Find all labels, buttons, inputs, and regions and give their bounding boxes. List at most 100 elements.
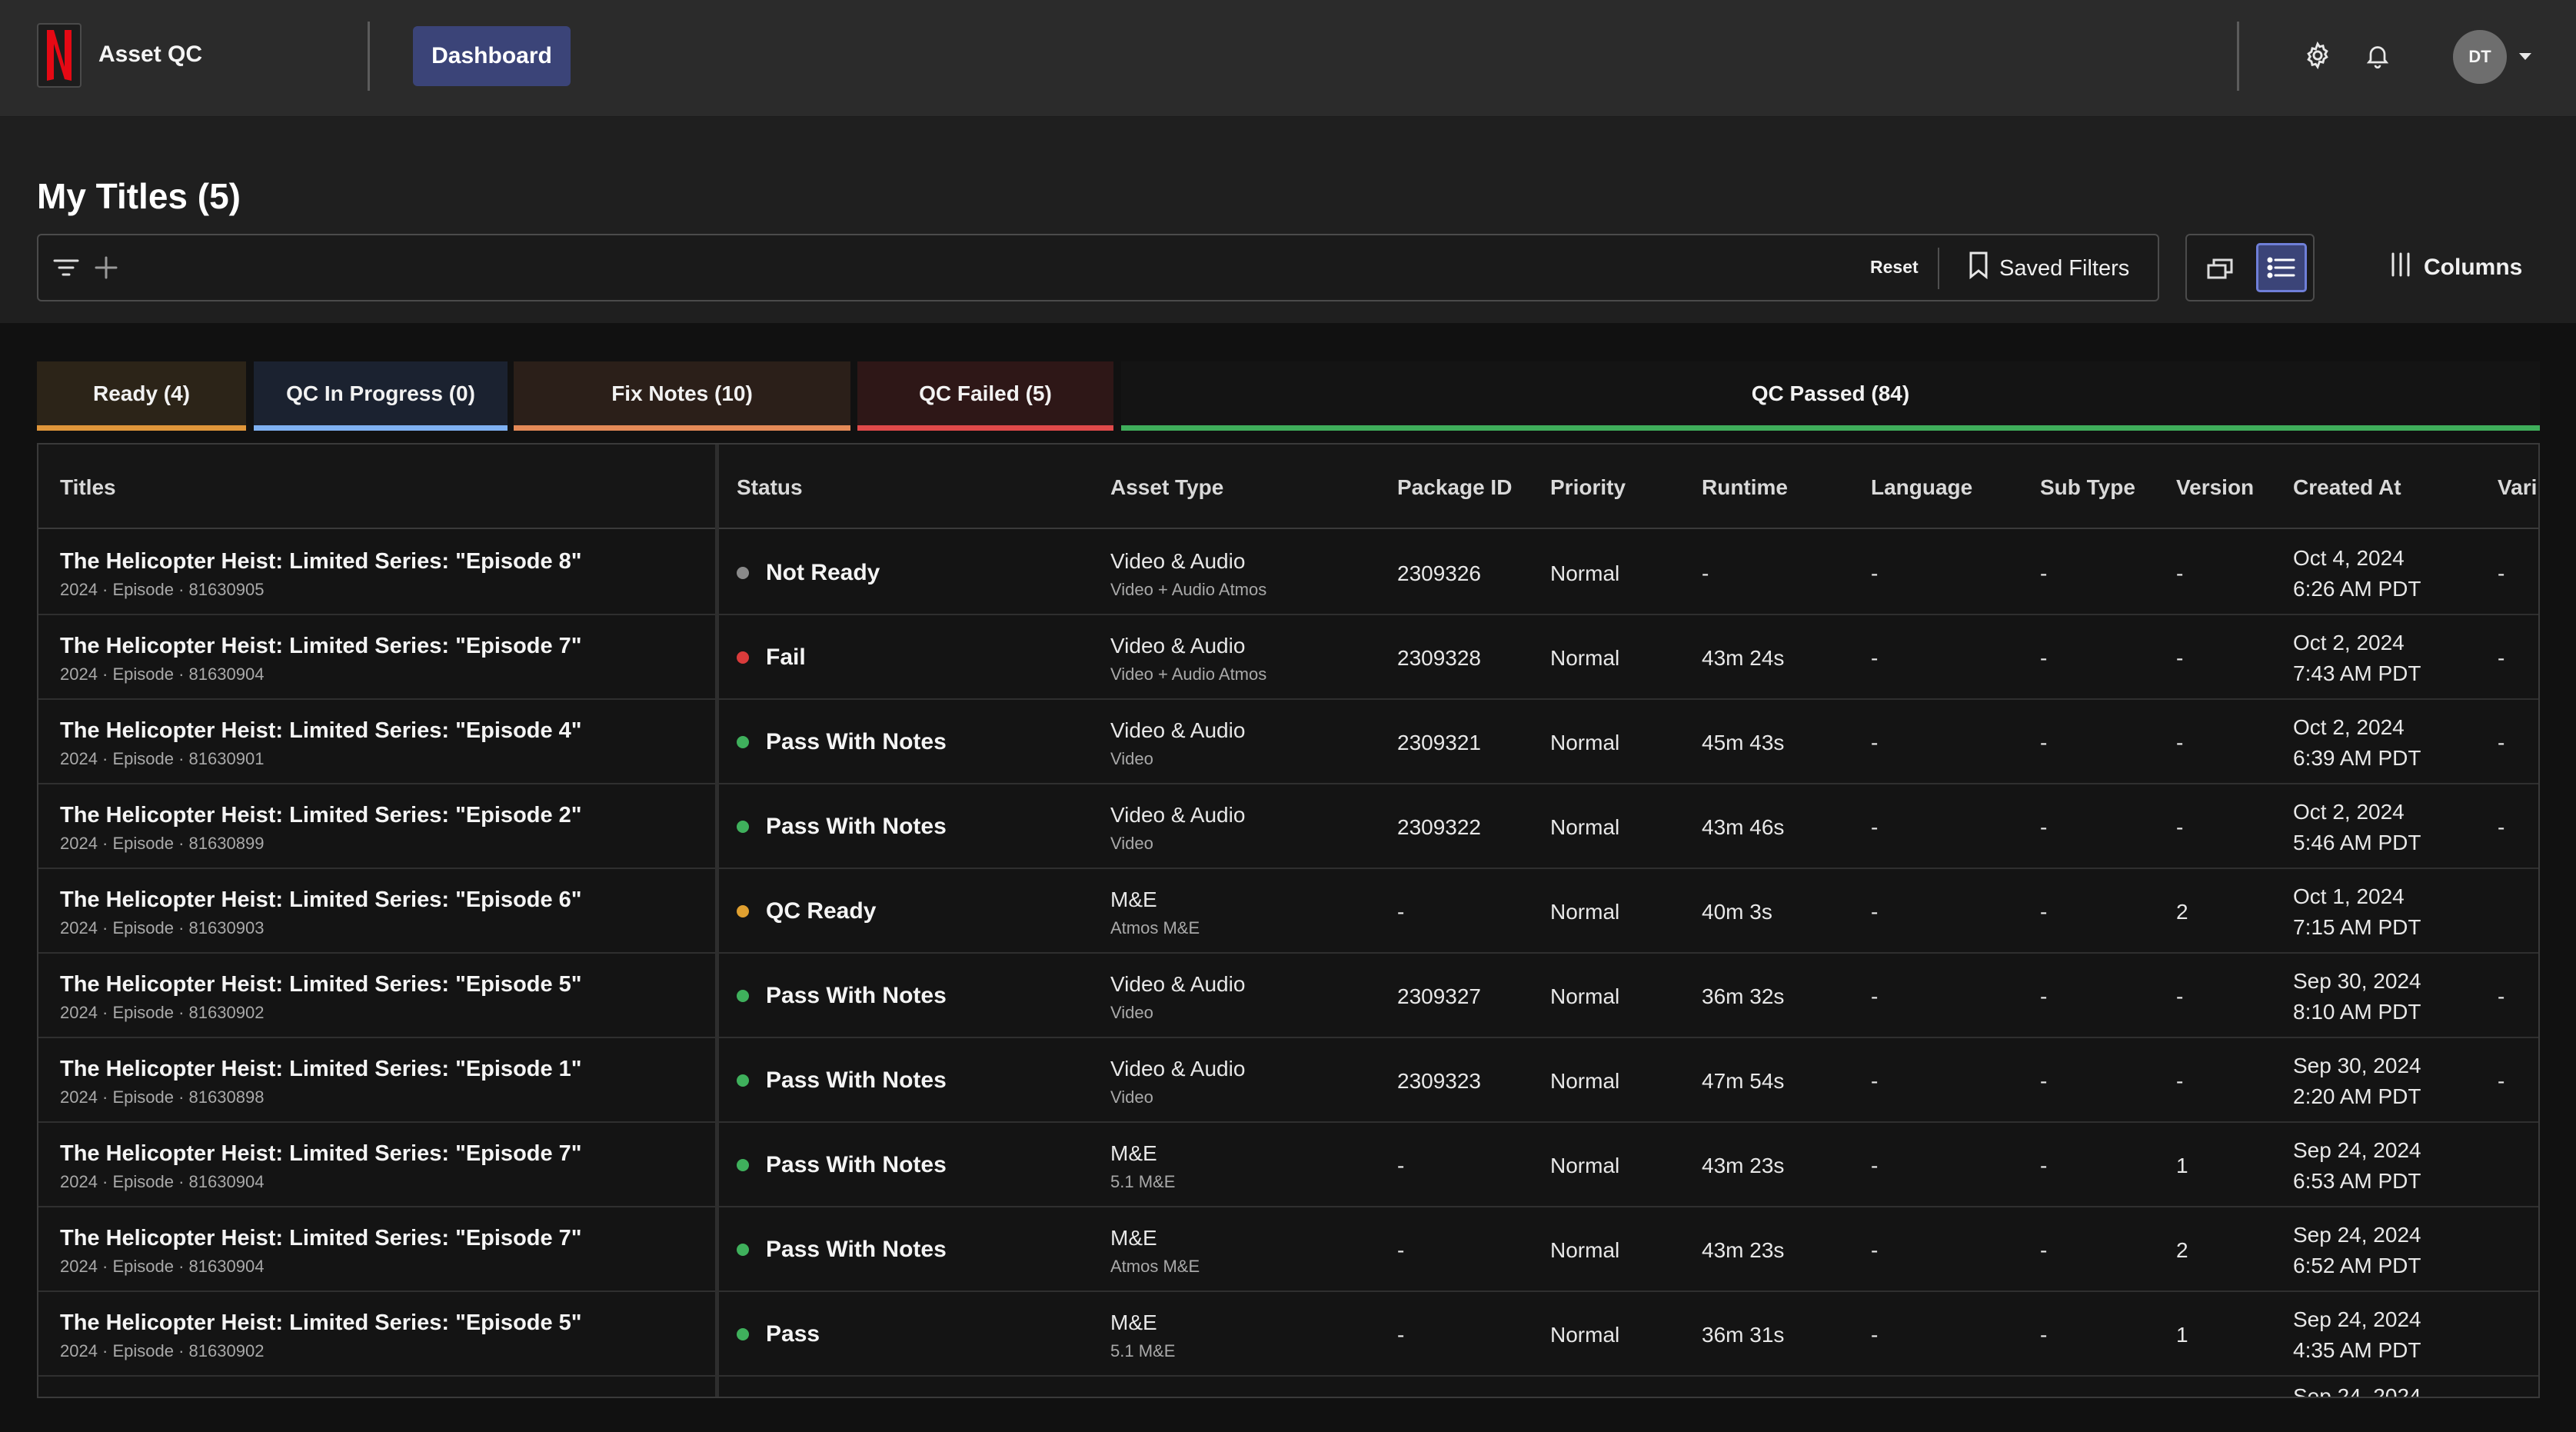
view-toggle [2185,234,2315,301]
title-name[interactable]: The Helicopter Heist: Limited Series: "E… [60,634,582,658]
table-row[interactable]: The Helicopter Heist: Limited Series: "E… [38,1207,2538,1292]
title-name[interactable]: The Helicopter Heist: Limited Series: "E… [60,1226,582,1251]
language: - [1871,1323,1879,1347]
created-time: 6:52 AM PDT [2293,1254,2421,1277]
table-row[interactable]: The Helicopter Heist: Limited Series: "E… [38,700,2538,784]
title-name[interactable]: The Helicopter Heist: Limited Series: "E… [60,1141,582,1166]
user-avatar[interactable]: DT [2453,30,2507,84]
created-time: 5:46 AM PDT [2293,831,2421,854]
column-header-titles[interactable]: Titles [60,475,116,499]
priority: Normal [1550,1069,1620,1093]
sub-type: - [2040,1323,2048,1347]
page-header: My Titles (5) Reset Saved Filters [0,117,2576,323]
table-row[interactable]: The Helicopter Heist: Limited Series: "E… [38,784,2538,869]
created-date: Oct 2, 2024 [2293,715,2405,739]
version: - [2176,815,2184,839]
title-meta: 2024 · Episode · 81630901 [60,749,265,768]
created-time: 8:10 AM PDT [2293,1000,2421,1024]
package-id: 2309321 [1397,731,1482,754]
tab-qc-failed[interactable]: QC Failed (5) [857,361,1113,431]
table-row[interactable]: The Helicopter Heist: Limited Series: "E… [38,954,2538,1038]
column-header-runtime[interactable]: Runtime [1702,475,1788,499]
title-name[interactable]: The Helicopter Heist: Limited Series: "E… [60,1310,582,1335]
reset-filters-button[interactable]: Reset [1870,257,1919,277]
table-row[interactable]: The Helicopter Heist: Limited Series: "E… [38,1292,2538,1377]
column-header-status[interactable]: Status [737,475,803,499]
divider [1938,248,1939,289]
filter-icon[interactable] [51,252,82,283]
card-view-icon[interactable] [2201,249,2239,288]
table-row[interactable]: The Helicopter Heist: Limited Series: "E… [38,531,2538,615]
tab-qc-passed[interactable]: QC Passed (84) [1121,361,2540,431]
tab-label: Fix Notes (10) [611,381,753,405]
tab-qc-in-progress[interactable]: QC In Progress (0) [254,361,508,431]
version: 2 [2176,1238,2188,1262]
title-name[interactable]: The Helicopter Heist: Limited Series: "E… [60,718,582,743]
list-view-icon[interactable] [2256,243,2307,292]
column-header-package-id[interactable]: Package ID [1397,475,1513,499]
title-name[interactable]: The Helicopter Heist: Limited Series: "E… [60,888,582,912]
created-time: 7:15 AM PDT [2293,915,2421,939]
asset-type: M&E [1110,1141,1157,1165]
table-row[interactable]: The Helicopter Heist: Limited Series: "E… [38,1123,2538,1207]
priority: Normal [1550,646,1620,670]
version: - [2176,561,2184,585]
priority: Normal [1550,984,1620,1008]
column-header-version[interactable]: Version [2176,475,2255,499]
package-id: 2309323 [1397,1069,1482,1093]
status-cell: Pass With Notes [737,983,947,1009]
created-time: 2:20 AM PDT [2293,1084,2421,1108]
title-name[interactable]: The Helicopter Heist: Limited Series: "E… [60,1057,582,1081]
filter-bar[interactable]: Reset Saved Filters [37,234,2159,301]
settings-gear-icon[interactable] [2301,38,2335,72]
package-id: 2309328 [1397,646,1482,670]
language: - [1871,815,1879,839]
variant: - [2498,1069,2505,1093]
pinned-column-divider[interactable] [715,445,719,1397]
dashboard-nav-button[interactable]: Dashboard [413,26,571,86]
table-row[interactable]: The Helicopter Heist: Limited Series: "E… [38,1038,2538,1123]
column-header-created-at[interactable]: Created At [2293,475,2401,499]
status-dot-icon [737,567,749,579]
tab-fix-notes[interactable]: Fix Notes (10) [514,361,850,431]
title-name[interactable]: The Helicopter Heist: Limited Series: "E… [60,803,582,828]
runtime: - [1702,561,1709,585]
titles-table: Titles Status Asset Type Package ID Prio… [37,443,2540,1398]
title-name[interactable]: The Helicopter Heist: Limited Series: "E… [60,972,582,997]
column-header-priority[interactable]: Priority [1550,475,1626,499]
table-row-partial[interactable]: Sep 24, 2024 [38,1384,2538,1397]
column-header-asset-type[interactable]: Asset Type [1110,475,1224,499]
netflix-logo-icon[interactable] [37,23,82,88]
status-label: Pass With Notes [766,983,947,1008]
created-date: Sep 30, 2024 [2293,969,2421,993]
saved-filters-button[interactable]: Saved Filters [1969,249,2129,288]
asset-subtype: Video + Audio Atmos [1110,580,1267,599]
asset-type: Video & Audio [1110,718,1246,742]
title-name[interactable]: The Helicopter Heist: Limited Series: "E… [60,549,582,574]
notifications-bell-icon[interactable] [2361,38,2395,72]
column-header-sub-type[interactable]: Sub Type [2040,475,2135,499]
table-header: Titles Status Asset Type Package ID Prio… [38,445,2538,529]
version: - [2176,984,2184,1008]
status-dot-icon [737,736,749,748]
add-filter-plus-icon[interactable] [91,252,121,283]
column-header-variant[interactable]: Vari [2498,475,2538,499]
created-date: Sep 30, 2024 [2293,1054,2421,1077]
created-date: Oct 4, 2024 [2293,546,2405,570]
status-label: QC Ready [766,898,877,924]
caret-down-icon[interactable] [2516,48,2534,66]
app-name: Asset QC [98,42,203,67]
tab-ready[interactable]: Ready (4) [37,361,246,431]
asset-subtype: Atmos M&E [1110,1257,1200,1276]
table-row[interactable]: The Helicopter Heist: Limited Series: "E… [38,869,2538,954]
package-id: - [1397,1154,1405,1177]
created-time: 4:35 AM PDT [2293,1338,2421,1362]
column-header-language[interactable]: Language [1871,475,1973,499]
created-date: Oct 2, 2024 [2293,800,2405,824]
columns-button[interactable]: Columns [2390,252,2522,283]
table-row[interactable]: The Helicopter Heist: Limited Series: "E… [38,615,2538,700]
variant: - [2498,646,2505,670]
title-meta: 2024 · Episode · 81630902 [60,1341,265,1360]
status-cell: Pass With Notes [737,814,947,840]
top-bar: Asset QC Dashboard DT [0,0,2576,117]
